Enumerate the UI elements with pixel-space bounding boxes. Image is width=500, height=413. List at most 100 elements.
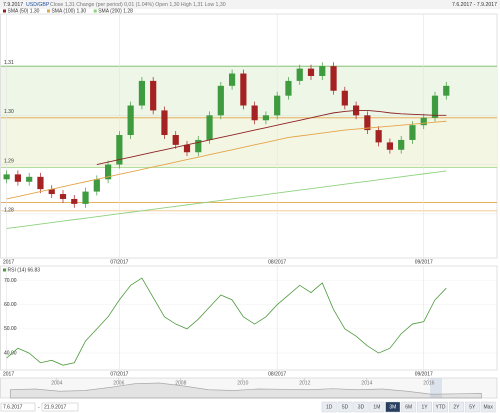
range-button-box bbox=[464, 401, 480, 413]
candle-body bbox=[138, 80, 146, 106]
date-separator: - bbox=[38, 405, 40, 411]
date-input[interactable]: 7.6.2017 bbox=[0, 402, 36, 412]
range-button[interactable]: 5Y bbox=[464, 401, 480, 413]
y-tick-label: 1.28 bbox=[4, 208, 14, 214]
x-tick-label: 08/2017 bbox=[268, 259, 286, 265]
candle-body bbox=[37, 176, 44, 190]
range-button[interactable]: 3M bbox=[385, 401, 401, 413]
sma-line bbox=[6, 120, 447, 200]
legend-label: SMA (100) 1.30 bbox=[51, 9, 86, 15]
candle-body bbox=[161, 110, 168, 136]
legend-swatch bbox=[46, 9, 50, 13]
candle-body bbox=[14, 174, 22, 182]
range-button-label: 5D bbox=[342, 405, 349, 411]
range-button-label: 1M bbox=[373, 405, 380, 411]
band bbox=[1, 66, 497, 118]
legend-swatch bbox=[3, 268, 6, 272]
range-button[interactable]: 1D bbox=[321, 401, 337, 413]
range-button-label: 1Y bbox=[422, 405, 429, 411]
range-button[interactable]: 2Y bbox=[449, 401, 464, 413]
candle-body bbox=[296, 68, 303, 81]
candle-body bbox=[217, 85, 224, 116]
candle-body bbox=[240, 73, 247, 106]
range-button-box bbox=[369, 401, 385, 413]
navigator-label: 2014 bbox=[361, 380, 372, 386]
range-button[interactable]: 3D bbox=[353, 401, 369, 413]
y-tick-label: 60.00 bbox=[4, 302, 17, 308]
y-tick-label: 70.00 bbox=[4, 278, 17, 284]
rsi-frame bbox=[0, 265, 498, 371]
range-button[interactable]: YTD bbox=[433, 401, 448, 413]
candle-body bbox=[420, 117, 427, 126]
navigator-label: 2008 bbox=[175, 380, 186, 386]
navigator-label: 2010 bbox=[237, 380, 248, 386]
x-tick-label: 2017 bbox=[3, 259, 14, 265]
header-info: Close 1,31 Change (per period) 0,01 (1.0… bbox=[50, 2, 226, 8]
range-button[interactable]: Max bbox=[480, 401, 496, 413]
y-tick-label: 1.29 bbox=[4, 158, 14, 164]
band bbox=[1, 117, 497, 168]
header-date: 7.9.2017 bbox=[3, 2, 23, 8]
candle-body bbox=[364, 115, 371, 131]
date-input-box bbox=[0, 402, 36, 412]
range-button-box bbox=[337, 401, 353, 413]
candle-body bbox=[386, 142, 394, 150]
range-button-box bbox=[417, 401, 432, 413]
candle-body bbox=[285, 80, 292, 96]
range-button-box bbox=[353, 401, 369, 413]
range-button[interactable]: 1M bbox=[369, 401, 385, 413]
legend-label: SMA (50) 1.30 bbox=[8, 9, 40, 15]
candle-body bbox=[150, 80, 157, 111]
x-tick-label: 07/2017 bbox=[110, 371, 128, 377]
sma-line bbox=[96, 109, 447, 165]
x-tick-label: 08/2017 bbox=[268, 371, 286, 377]
range-button[interactable]: 5D bbox=[337, 401, 353, 413]
candle-body bbox=[262, 115, 270, 121]
candle-body bbox=[431, 95, 439, 118]
candle-body bbox=[116, 135, 123, 165]
navigator-area bbox=[9, 382, 482, 399]
candle-body bbox=[104, 164, 112, 180]
range-button-label: 3M bbox=[389, 405, 396, 411]
x-tick-label: 09/2017 bbox=[415, 259, 433, 265]
candle-body bbox=[172, 135, 179, 145]
date-input[interactable]: 21.9.2017 bbox=[41, 402, 79, 412]
navigator-label: 2006 bbox=[113, 380, 124, 386]
range-button-label: 6M bbox=[405, 405, 412, 411]
range-button-label: 2Y bbox=[453, 405, 460, 411]
candle-body bbox=[59, 194, 67, 199]
candle-body bbox=[93, 179, 100, 192]
sma-line bbox=[6, 170, 447, 229]
candle-body bbox=[341, 90, 348, 106]
candle-body bbox=[443, 85, 450, 96]
range-button-label: Max bbox=[483, 405, 493, 411]
y-tick-label: 1.31 bbox=[4, 60, 14, 66]
navigator-label: 2012 bbox=[299, 380, 310, 386]
candle-body bbox=[319, 66, 326, 76]
legend-swatch bbox=[93, 9, 97, 13]
legend-label: SMA (200) 1.28 bbox=[98, 9, 133, 15]
header-symbol: USD/GBP bbox=[26, 2, 50, 8]
range-button-label: YTD bbox=[436, 405, 446, 411]
candle-body bbox=[71, 198, 78, 204]
navigator-window[interactable] bbox=[430, 378, 442, 398]
candle-body bbox=[183, 144, 191, 153]
date-input-box bbox=[41, 402, 79, 412]
range-button-box bbox=[385, 401, 401, 413]
candle-body bbox=[375, 130, 382, 143]
legend-swatch bbox=[3, 9, 6, 13]
range-button-box bbox=[401, 401, 417, 413]
navigator-label: 2004 bbox=[51, 380, 62, 386]
range-button-label: 3D bbox=[358, 405, 365, 411]
y-tick-label: 1.30 bbox=[4, 109, 14, 115]
range-button[interactable]: 6M bbox=[401, 401, 417, 413]
candle-body bbox=[398, 139, 405, 150]
range-button[interactable]: 1Y bbox=[417, 401, 432, 413]
x-tick-label: 09/2017 bbox=[415, 371, 433, 377]
range-button-box bbox=[321, 401, 337, 413]
navigator-label: 2016 bbox=[423, 380, 434, 386]
candle-body bbox=[3, 174, 10, 180]
candle-body bbox=[206, 115, 213, 140]
